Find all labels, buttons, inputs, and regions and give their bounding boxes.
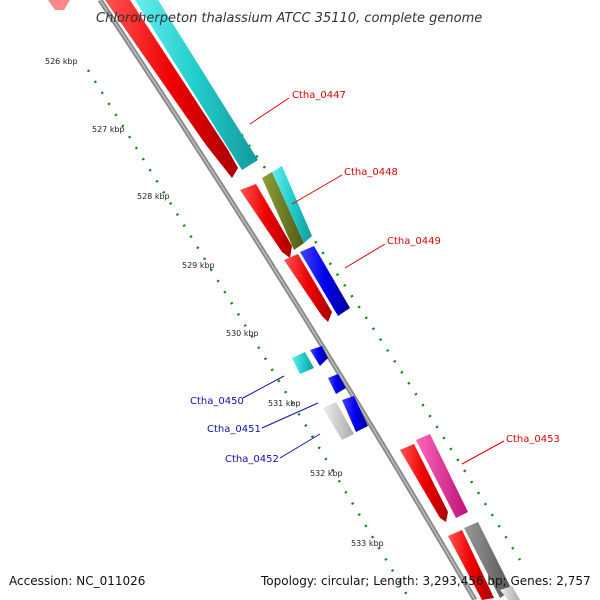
map-title: Chloroherpeton thalassium ATCC 35110, co…: [96, 11, 482, 26]
gene-ctha-0449-red: [284, 254, 332, 322]
tick-label: 530 kbp: [226, 329, 259, 338]
tick-labels: 526 kbp 527 kbp 528 kbp 529 kbp 530 kbp …: [45, 57, 384, 548]
gene-label[interactable]: Ctha_0449: [387, 236, 441, 247]
tick-label: 533 kbp: [351, 539, 384, 548]
gene-ctha-0449-blue: [300, 246, 350, 316]
gene-ctha-0453-red: [400, 444, 448, 522]
gene-ctha-0447-red: [105, 0, 238, 178]
accession-text: Accession: NC_011026: [9, 574, 145, 588]
gene-label[interactable]: Ctha_0451: [207, 424, 261, 435]
tick-label: 526 kbp: [45, 57, 78, 66]
gene-ctha-0452: [323, 402, 354, 440]
gene-label[interactable]: Ctha_0453: [506, 434, 560, 445]
tick-label: 528 kbp: [137, 192, 170, 201]
summary-text: Topology: circular; Length: 3,293,456 bp…: [260, 574, 591, 588]
tick-label: 527 kbp: [92, 125, 125, 134]
gene-ctha-0453-magenta: [416, 434, 468, 518]
gene-ctha-0451: [328, 374, 346, 394]
gene-bottom-light: [500, 586, 520, 600]
backbone: [97, 0, 478, 600]
gene-ctha-0450: [292, 352, 314, 374]
gene-red-bottom: [448, 530, 494, 600]
gene-label[interactable]: Ctha_0452: [225, 454, 279, 465]
gene-label[interactable]: Ctha_0447: [292, 90, 346, 101]
gene-ctha-0450-blue: [310, 346, 328, 366]
tick-label: 532 kbp: [310, 469, 343, 478]
gene-ctha-0447-cyan: [135, 0, 258, 170]
callout-lines: [242, 97, 505, 465]
gene-features: [48, 0, 520, 600]
gene-label[interactable]: Ctha_0448: [344, 167, 398, 178]
gene-ctha-0448-red: [240, 184, 292, 258]
gene-dark-gray: [464, 522, 512, 598]
tick-label: 531 kbp: [268, 399, 301, 408]
gene-ctha-0448-cyan: [272, 166, 312, 243]
gene-fragment-top: [48, 0, 70, 10]
gene-labels: Ctha_0447 Ctha_0448 Ctha_0449 Ctha_0450 …: [190, 90, 560, 465]
tick-label: 529 kbp: [182, 261, 215, 270]
gene-ctha-0451b: [342, 396, 368, 432]
gene-ctha-0448-olive: [262, 172, 304, 250]
gene-label[interactable]: Ctha_0450: [190, 396, 244, 407]
